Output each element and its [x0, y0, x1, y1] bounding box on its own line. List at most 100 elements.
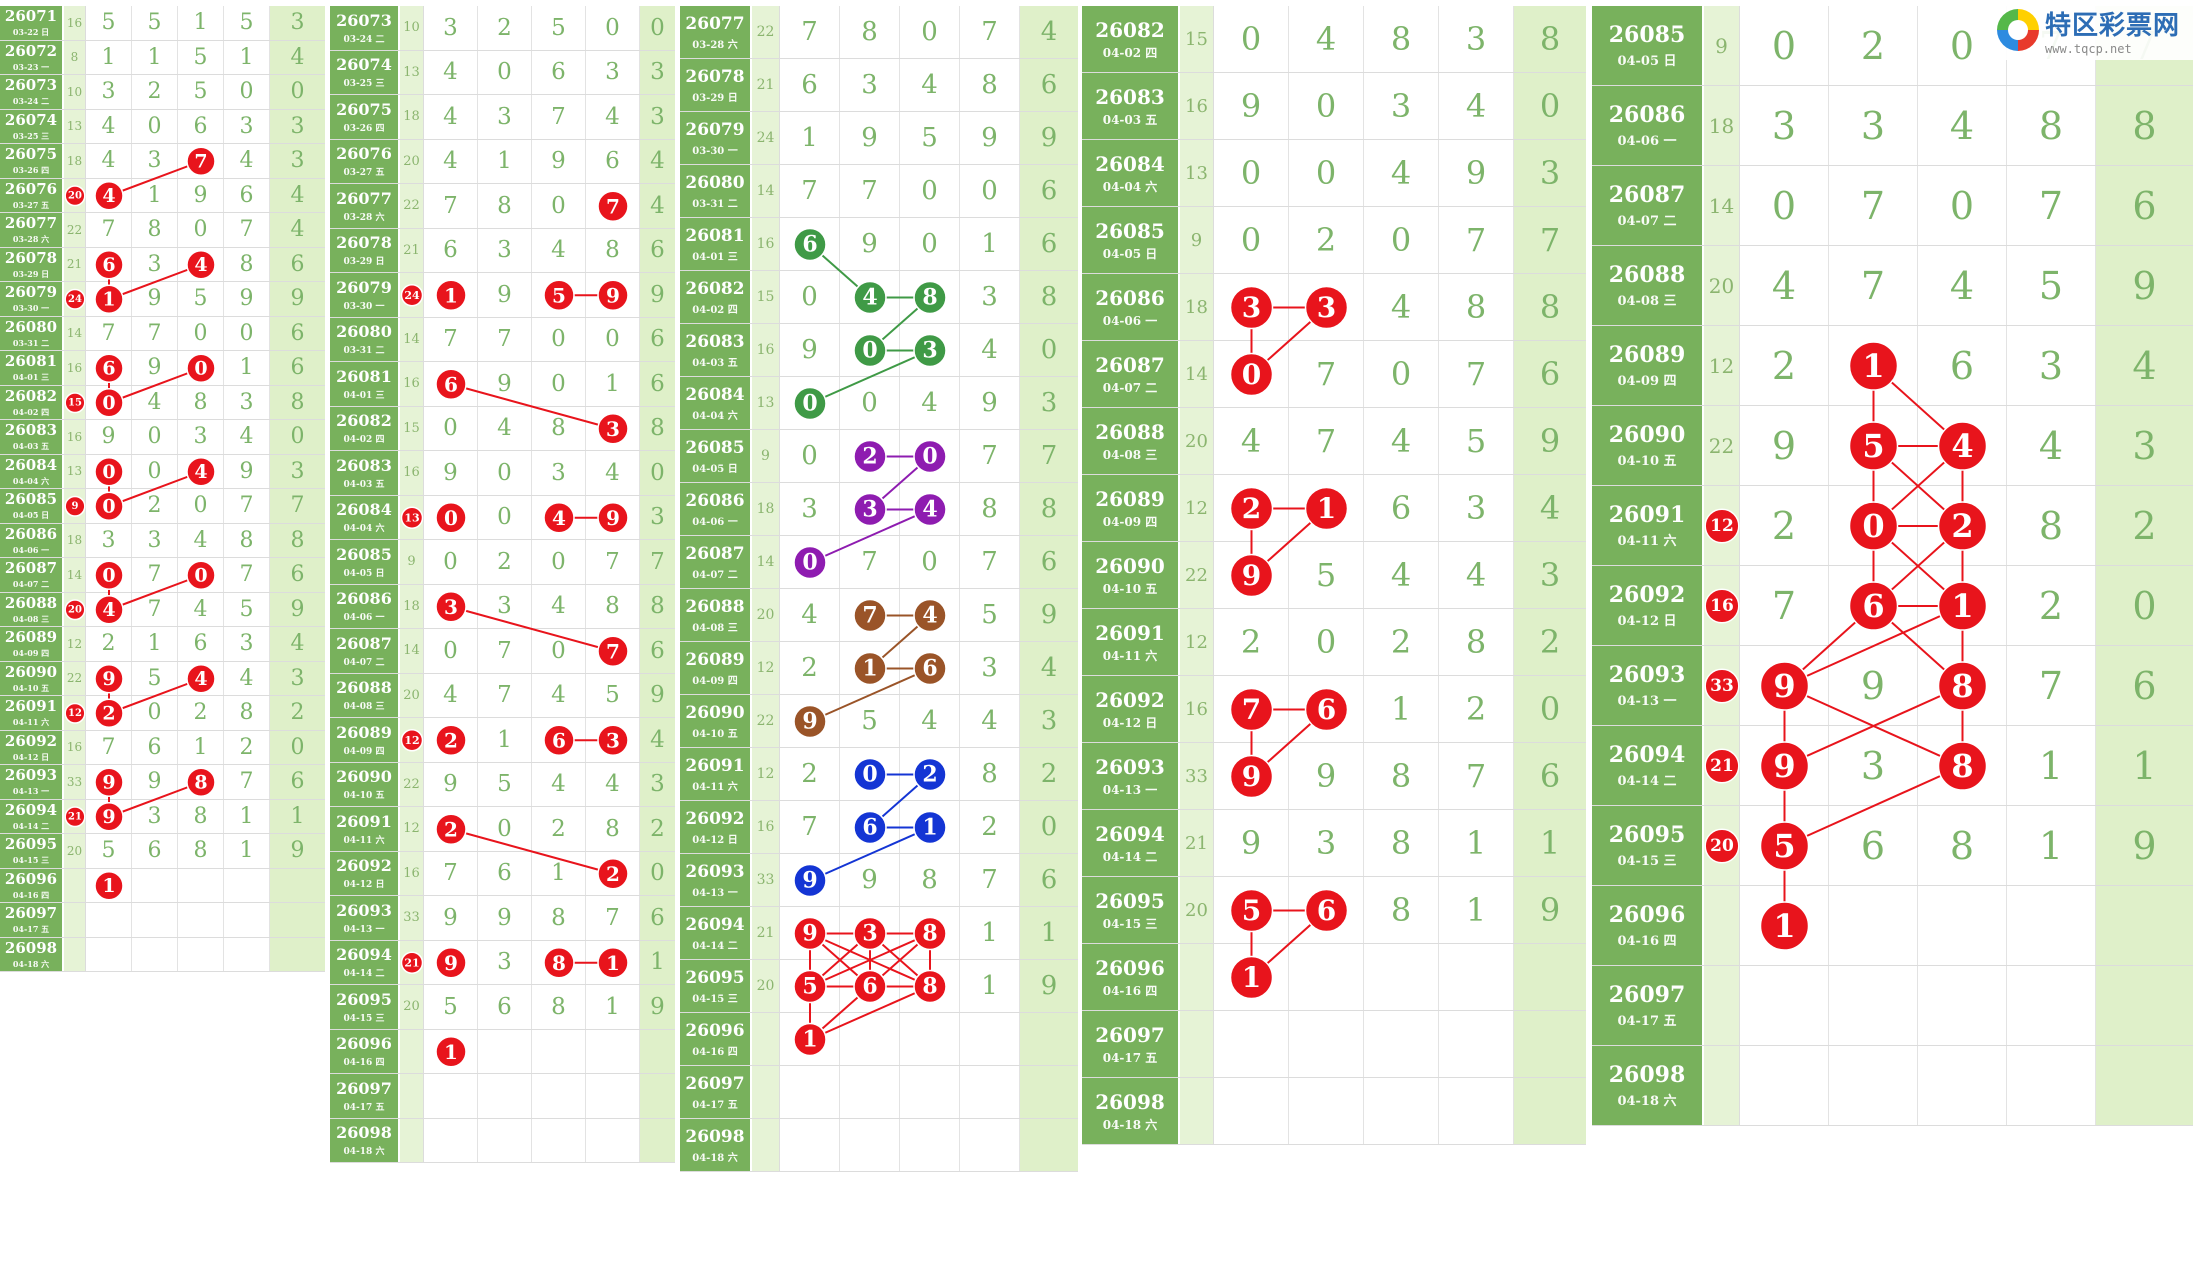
issue-number: 26079	[4, 283, 58, 302]
tail-cell: 8	[1514, 6, 1586, 72]
issue-date: 03-28 六	[12, 234, 50, 245]
issue-number: 26095	[4, 835, 58, 854]
issue-cell: 26077 03-28 六	[0, 213, 64, 247]
digit-cell: 0	[780, 377, 840, 429]
sum-cell: 22	[752, 695, 780, 747]
digit-cell: 7	[1289, 341, 1364, 407]
digit-cell: 0	[900, 218, 960, 270]
tail-cell: 3	[1514, 542, 1586, 608]
sum-cell	[400, 1029, 424, 1073]
issue-cell: 26085 04-05 日	[1592, 6, 1704, 85]
digit-cell: 8	[900, 271, 960, 323]
table-row: 26091 04-11 六 12 2 0 2 8 2	[1592, 486, 2193, 566]
issue-number: 26095	[336, 989, 392, 1009]
issue-number: 26096	[1608, 902, 1686, 928]
digit-cell	[478, 1029, 532, 1073]
digit-cell: 8	[178, 799, 224, 833]
digit-cell: 9	[1439, 140, 1514, 206]
issue-cell: 26082 04-02 四	[680, 271, 752, 323]
tail-cell: 3	[270, 109, 325, 143]
digit-cell: 4	[132, 385, 178, 419]
issue-number: 26092	[1095, 687, 1165, 712]
tail-cell: 3	[640, 495, 675, 539]
table-row: 26087 04-07 二 14 0 7 0 7 6	[1592, 166, 2193, 246]
digit-cell: 8	[960, 748, 1020, 800]
table-row: 26083 04-03 五 16 9 0 3 4 0	[0, 420, 325, 455]
digit-cell: 2	[1829, 6, 1918, 85]
table-row: 26082 04-02 四 15 0 4 8 3 8	[0, 385, 325, 420]
table-row: 26095 04-15 三 20 5 6 8 1 9	[0, 834, 325, 869]
issue-number: 26097	[1095, 1022, 1165, 1047]
issue-date: 03-28 六	[343, 212, 385, 223]
issue-cell: 26090 04-10 五	[0, 661, 64, 695]
issue-cell: 26073 03-24 二	[0, 75, 64, 109]
digit-cell: 7	[1289, 408, 1364, 474]
issue-cell: 26094 04-14 二	[330, 940, 400, 984]
digit-cell: 2	[224, 730, 270, 764]
table-row: 26080 03-31 二 14 7 7 0 0 6	[0, 316, 325, 351]
issue-date: 04-17 五	[1617, 1014, 1677, 1029]
digit-cell: 0	[1918, 166, 2007, 245]
issue-date: 04-06 一	[692, 516, 738, 528]
digit-cell: 7	[2007, 646, 2096, 725]
issue-number: 26081	[685, 225, 745, 246]
issue-date: 04-07 二	[343, 657, 385, 668]
digit-cell: 0	[1214, 140, 1289, 206]
digit-cell: 0	[1214, 341, 1289, 407]
tail-cell: 3	[640, 95, 675, 139]
issue-number: 26093	[336, 900, 392, 920]
tail-cell: 4	[1020, 642, 1078, 694]
table-row: 26079 03-30 一 24 1 9 5 9 9	[0, 282, 325, 317]
digit-cell: 6	[178, 109, 224, 143]
issue-number: 26083	[336, 455, 392, 475]
issue-cell: 26098 04-18 六	[1592, 1046, 1704, 1125]
digit-cell: 1	[2007, 726, 2096, 805]
digit-cell: 5	[86, 6, 132, 40]
table-row: 26075 03-26 四 18 4 3 7 4 3	[330, 95, 675, 140]
digit-cell: 0	[132, 420, 178, 454]
issue-cell: 26084 04-04 六	[680, 377, 752, 429]
digit-cell: 0	[132, 696, 178, 730]
sum-cell: 13	[400, 495, 424, 539]
table-row: 26084 04-04 六 13 0 0 4 9 3	[0, 454, 325, 489]
sum-cell	[1704, 886, 1740, 965]
issue-cell: 26079 03-30 一	[330, 273, 400, 317]
issue-number: 26092	[685, 808, 745, 829]
issue-number: 26097	[685, 1073, 745, 1094]
digit-cell: 4	[532, 495, 586, 539]
digit-cell: 0	[424, 495, 478, 539]
issue-date: 04-02 四	[1102, 45, 1158, 60]
digit-cell: 6	[780, 218, 840, 270]
table-row: 26076 03-27 五 20 4 1 9 6 4	[0, 178, 325, 213]
sum-cell: 15	[752, 271, 780, 323]
issue-number: 26094	[1095, 821, 1165, 846]
digit-cell: 7	[840, 589, 900, 641]
tail-cell: 0	[270, 420, 325, 454]
digit-cell: 3	[2007, 326, 2096, 405]
digit-cell: 3	[532, 451, 586, 495]
table-row: 26081 04-01 三 16 6 9 0 1 6	[680, 218, 1078, 271]
sum-cell: 14	[64, 316, 86, 350]
issue-number: 26096	[336, 1034, 392, 1054]
site-logo[interactable]: 特区彩票网 www.tqcp.net	[1993, 0, 2193, 60]
digit-cell: 0	[224, 75, 270, 109]
issue-date: 04-13 一	[12, 786, 50, 797]
issue-date: 04-18 六	[692, 1152, 738, 1164]
digit-cell: 0	[86, 454, 132, 488]
tail-cell: 9	[270, 592, 325, 626]
digit-cell	[178, 937, 224, 971]
digit-cell: 6	[532, 50, 586, 94]
digit-cell: 9	[780, 854, 840, 906]
digit-cell	[178, 903, 224, 937]
tail-cell: 6	[270, 316, 325, 350]
digit-cell: 3	[424, 6, 478, 50]
issue-cell: 26095 04-15 三	[1592, 806, 1704, 885]
sum-cell: 20	[400, 985, 424, 1029]
issue-date: 04-09 四	[12, 648, 50, 659]
issue-number: 26091	[4, 697, 58, 716]
digit-cell: 0	[1364, 341, 1439, 407]
digit-cell: 7	[840, 165, 900, 217]
digit-cell	[2007, 886, 2096, 965]
digit-cell: 0	[780, 536, 840, 588]
digit-cell: 9	[1214, 810, 1289, 876]
